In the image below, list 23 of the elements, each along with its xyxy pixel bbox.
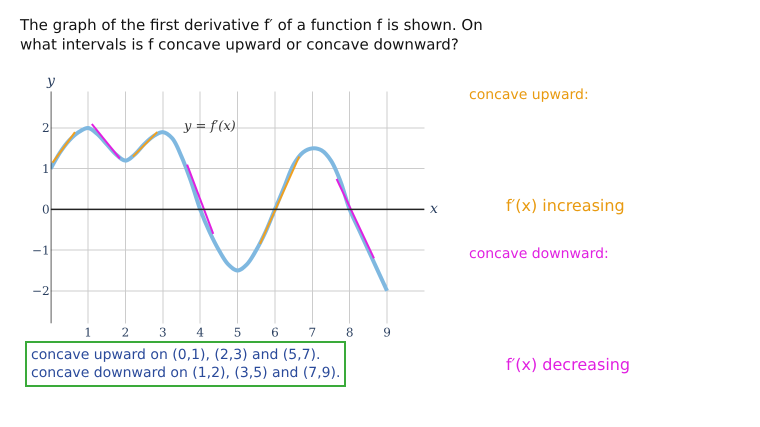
y-tick-label: 0 xyxy=(42,202,50,217)
y-tick-label: −1 xyxy=(32,243,50,258)
y-tick-label: −2 xyxy=(32,284,50,298)
x-tick-label: 8 xyxy=(346,325,354,340)
x-tick-label: 2 xyxy=(122,325,130,340)
y-tick-label: 1 xyxy=(42,162,50,176)
chart-title: The graph of the first derivative f′ of a function f is shown. On what intervals is f concave upward or concave downward? xyxy=(19,16,483,54)
x-tick-label: 5 xyxy=(234,325,242,340)
text: concave upward on (0,1), (2,3) and (5,7). concave downward on (1,2), (3,5) and (7,9). xyxy=(31,347,340,382)
x-tick-label: 6 xyxy=(271,325,279,340)
y-tick-label: 2 xyxy=(42,121,50,136)
y-axis-title: y xyxy=(46,73,56,89)
x-tick-label: 3 xyxy=(158,325,167,340)
text: concave upward: xyxy=(469,87,589,103)
x-axis-title: x xyxy=(430,201,438,217)
text: f′(x) increasing xyxy=(506,196,625,215)
x-tick-label: 4 xyxy=(196,325,204,340)
text: concave downward: xyxy=(469,246,609,262)
x-tick-label: 7 xyxy=(308,325,316,340)
series-label: y = f′(x) xyxy=(183,119,236,134)
x-tick-label: 9 xyxy=(383,325,391,340)
text: f′(x) decreasing xyxy=(506,355,630,374)
x-tick-label: 1 xyxy=(84,325,92,340)
